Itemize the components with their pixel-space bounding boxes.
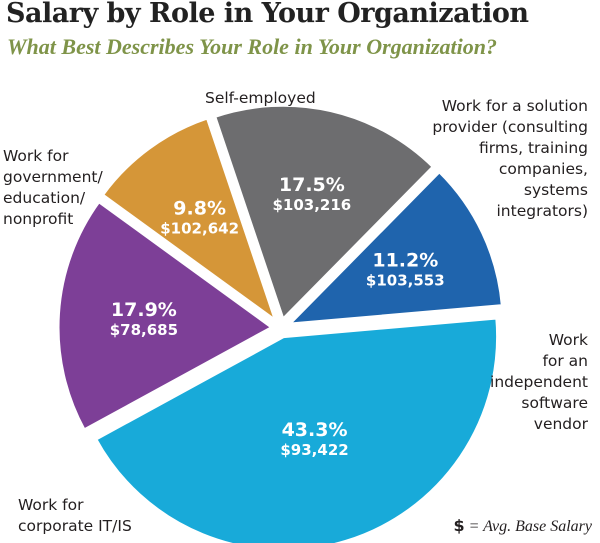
salary-legend-note: $ = Avg. Base Salary (453, 516, 592, 536)
slice-percent-government-education: 17.9% (111, 299, 177, 321)
slice-salary-independent-software-vendor: $103,553 (366, 271, 445, 289)
chart-subtitle: What Best Describes Your Role in Your Or… (7, 34, 498, 59)
pie-slice-independent-software-vendor (287, 170, 504, 326)
slice-salary-government-education: $78,685 (110, 321, 178, 339)
slice-percent-self-employed: 9.8% (173, 197, 226, 219)
pie-slice-solution-provider (213, 103, 435, 321)
slice-label-government-education: Work for government/ education/ nonprofi… (3, 147, 103, 228)
dollar-symbol: $ (453, 516, 465, 535)
slice-percent-independent-software-vendor: 11.2% (372, 249, 438, 271)
legend-note-text: = Avg. Base Salary (464, 518, 592, 535)
slice-label-corporate-it: Work for corporate IT/IS (18, 496, 132, 535)
slice-label-self-employed: Self-employed (205, 89, 316, 107)
pie-slice-self-employed (101, 116, 278, 323)
slice-percent-solution-provider: 17.5% (279, 174, 345, 196)
slice-percent-corporate-it: 43.3% (282, 419, 348, 441)
slice-salary-self-employed: $102,642 (160, 219, 239, 237)
slice-label-independent-software-vendor: Work for an independent software vendor (490, 331, 588, 433)
pie-slice-government-education (56, 200, 274, 432)
chart-title: Salary by Role in Your Organization (6, 0, 529, 29)
slice-label-solution-provider: Work for a solution provider (consulting… (432, 97, 588, 220)
slice-salary-solution-provider: $103,216 (272, 196, 351, 214)
slice-salary-corporate-it: $93,422 (280, 441, 348, 459)
pie-slice-corporate-it (94, 316, 500, 543)
